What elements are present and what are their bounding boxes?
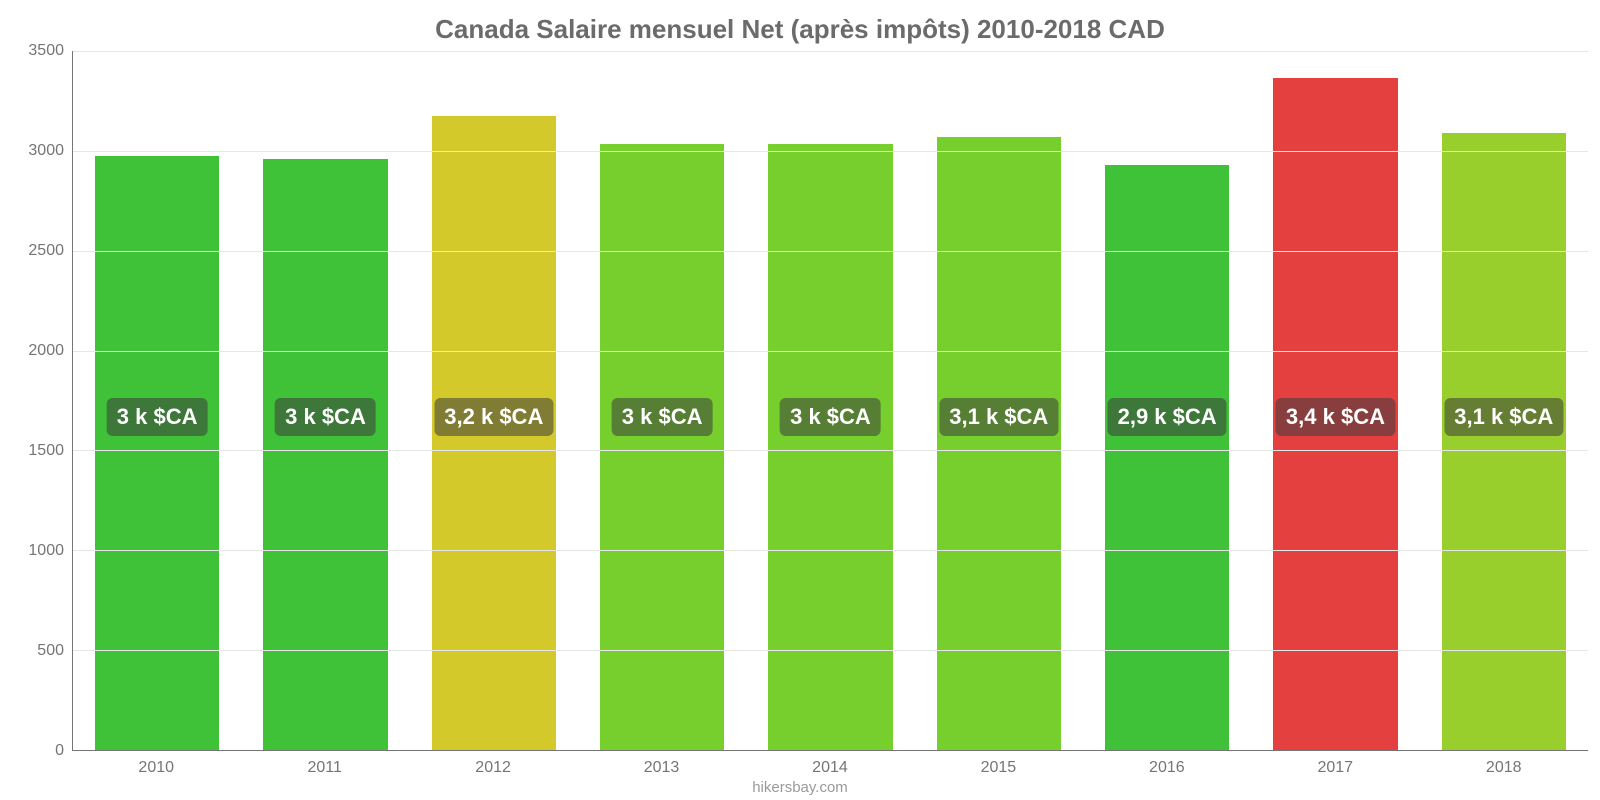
bar-slot: 3,4 k $CA (1251, 51, 1419, 750)
bar-value-label: 3,1 k $CA (1444, 398, 1563, 436)
x-tick: 2018 (1420, 751, 1588, 777)
bar-slot: 3,1 k $CA (915, 51, 1083, 750)
bar-slot: 2,9 k $CA (1083, 51, 1251, 750)
x-tick: 2010 (72, 751, 240, 777)
bar-slot: 3 k $CA (73, 51, 241, 750)
grid-line (73, 650, 1588, 651)
y-tick: 2500 (4, 242, 64, 260)
bar (1105, 165, 1230, 750)
bar-slot: 3 k $CA (746, 51, 914, 750)
grid-line (73, 51, 1588, 52)
grid-line (73, 251, 1588, 252)
chart-container: Canada Salaire mensuel Net (après impôts… (0, 0, 1600, 800)
grid-line (73, 351, 1588, 352)
bar-value-label: 3 k $CA (275, 398, 376, 436)
bar-value-label: 3 k $CA (780, 398, 881, 436)
bar-slot: 3 k $CA (241, 51, 409, 750)
y-tick: 500 (4, 642, 64, 660)
x-tick: 2013 (577, 751, 745, 777)
x-tick: 2017 (1251, 751, 1419, 777)
grid-line (73, 450, 1588, 451)
y-axis: 0500100015002000250030003500 (12, 51, 72, 751)
y-tick: 3000 (4, 142, 64, 160)
bar-value-label: 3 k $CA (107, 398, 208, 436)
bar-slot: 3,2 k $CA (410, 51, 578, 750)
bar-value-label: 3,2 k $CA (434, 398, 553, 436)
footer-text: hikersbay.com (12, 779, 1588, 796)
chart-title: Canada Salaire mensuel Net (après impôts… (12, 14, 1588, 45)
bar (937, 137, 1062, 750)
bar (263, 159, 388, 750)
x-tick: 2016 (1083, 751, 1251, 777)
x-tick: 2011 (240, 751, 408, 777)
y-tick: 3500 (4, 42, 64, 60)
y-tick: 2000 (4, 342, 64, 360)
y-tick: 1000 (4, 542, 64, 560)
x-tick: 2012 (409, 751, 577, 777)
bar-slot: 3 k $CA (578, 51, 746, 750)
y-tick: 0 (4, 742, 64, 760)
x-tick: 2015 (914, 751, 1082, 777)
x-tick: 2014 (746, 751, 914, 777)
bar (600, 144, 725, 750)
bar-value-label: 2,9 k $CA (1108, 398, 1227, 436)
bar-value-label: 3,4 k $CA (1276, 398, 1395, 436)
bar-slot: 3,1 k $CA (1420, 51, 1588, 750)
bar-value-label: 3,1 k $CA (939, 398, 1058, 436)
bar-value-label: 3 k $CA (612, 398, 713, 436)
bar (95, 156, 220, 750)
x-axis: 201020112012201320142015201620172018 (72, 751, 1588, 777)
bar (768, 144, 893, 750)
bar (1442, 133, 1567, 750)
plot-row: 0500100015002000250030003500 3 k $CA3 k … (12, 51, 1588, 751)
bars-layer: 3 k $CA 3 k $CA 3,2 k $CA 3 k $CA 3 k $CA 3,1… (73, 51, 1588, 750)
plot-area: 3 k $CA 3 k $CA 3,2 k $CA 3 k $CA 3 k $CA 3,1… (72, 51, 1588, 751)
y-tick: 1500 (4, 442, 64, 460)
grid-line (73, 151, 1588, 152)
grid-line (73, 550, 1588, 551)
